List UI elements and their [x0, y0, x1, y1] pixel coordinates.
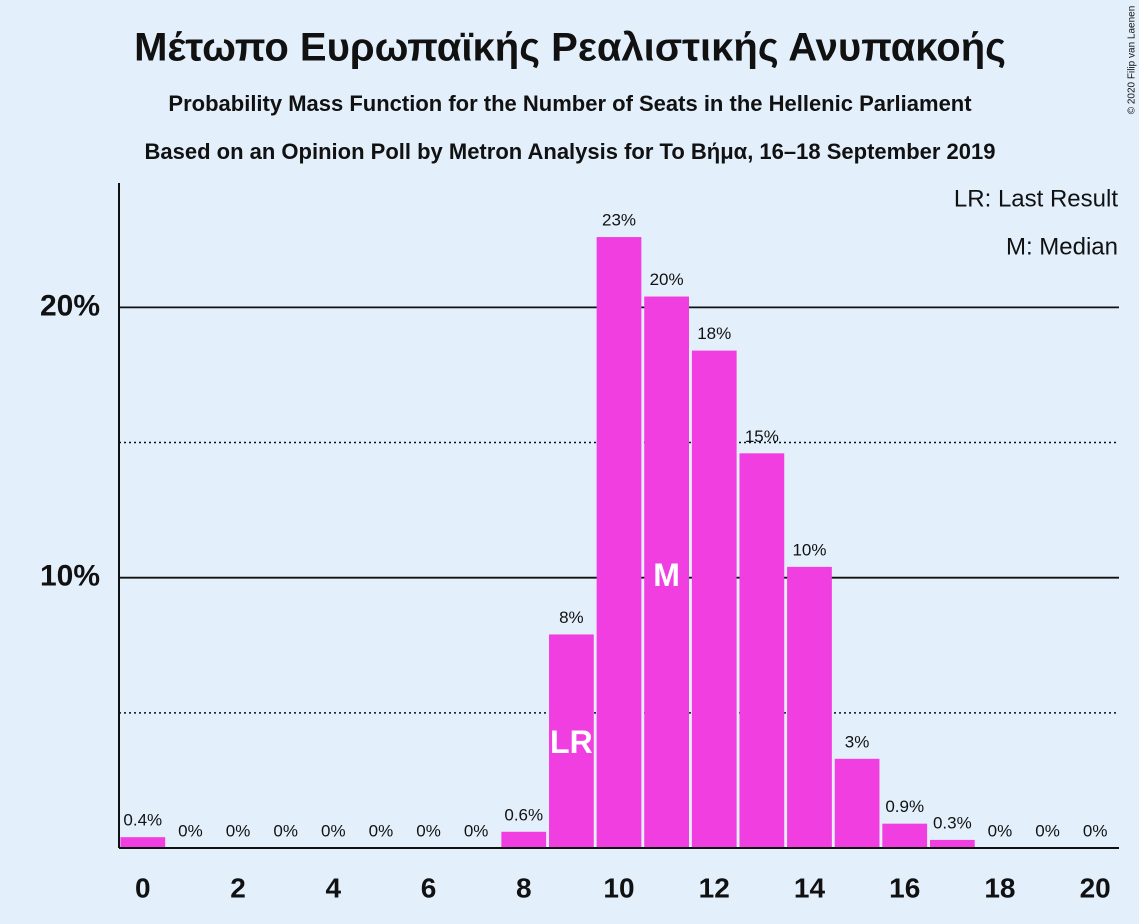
value-label: 0% [321, 821, 346, 840]
x-tick-label: 16 [889, 872, 920, 903]
bar [549, 634, 594, 848]
value-label: 0% [1035, 821, 1060, 840]
bar [644, 296, 689, 848]
x-tick-label: 6 [421, 872, 437, 903]
value-label: 3% [845, 732, 870, 751]
chart-subtitle: Probability Mass Function for the Number… [168, 91, 972, 116]
x-tick-label: 12 [699, 872, 730, 903]
x-tick-label: 18 [984, 872, 1015, 903]
value-label: 23% [602, 211, 636, 230]
bar [882, 823, 928, 848]
value-label: 0% [1083, 821, 1108, 840]
credit: © 2020 Filip van Laenen [1127, 6, 1138, 115]
bar [739, 453, 785, 848]
value-label: 15% [745, 427, 779, 446]
value-label: 0% [988, 821, 1013, 840]
y-tick-label: 10% [40, 560, 100, 593]
x-tick-label: 20 [1080, 872, 1111, 903]
value-label: 8% [559, 608, 584, 627]
value-label: 0.4% [123, 811, 162, 830]
marker-label: LR [550, 724, 593, 760]
chart-subtitle: Based on an Opinion Poll by Metron Analy… [145, 139, 996, 164]
x-tick-label: 0 [135, 872, 151, 903]
value-label: 0% [416, 821, 441, 840]
value-label: 0% [464, 821, 489, 840]
value-label: 20% [650, 270, 684, 289]
x-tick-label: 14 [794, 872, 826, 903]
legend-entry: LR: Last Result [954, 185, 1118, 212]
value-label: 0.6% [504, 805, 543, 824]
x-tick-label: 4 [325, 872, 341, 903]
bar [929, 839, 975, 848]
value-label: 0% [273, 821, 298, 840]
bar [596, 237, 642, 848]
marker-label: M [653, 557, 680, 593]
y-tick-label: 20% [40, 289, 100, 322]
value-label: 0% [369, 821, 394, 840]
value-label: 0% [178, 821, 203, 840]
value-label: 0.3% [933, 813, 972, 832]
value-label: 0.9% [885, 797, 924, 816]
bar [691, 350, 737, 848]
x-tick-label: 2 [230, 872, 246, 903]
legend-entry: M: Median [1006, 233, 1118, 260]
value-label: 18% [697, 324, 731, 343]
x-tick-label: 8 [516, 872, 532, 903]
value-label: 10% [792, 540, 826, 559]
bar [787, 566, 832, 848]
value-label: 0% [226, 821, 251, 840]
chart-title: Μέτωπο Ευρωπαϊκής Ρεαλιστικής Ανυπακοής [134, 26, 1006, 70]
x-tick-label: 10 [603, 872, 634, 903]
bar [834, 758, 880, 848]
bar [120, 837, 166, 848]
bar [501, 831, 547, 848]
